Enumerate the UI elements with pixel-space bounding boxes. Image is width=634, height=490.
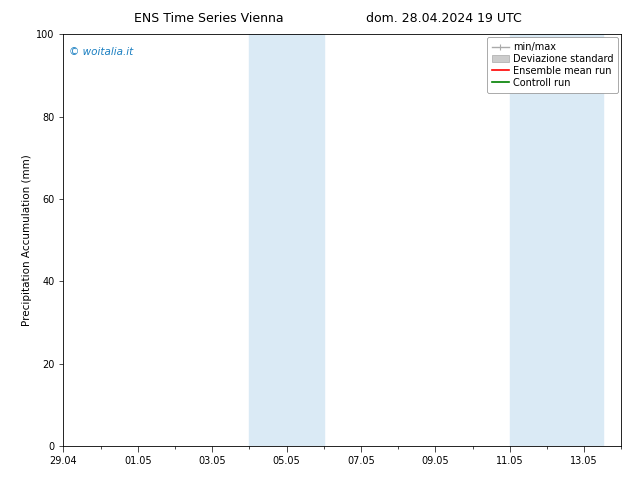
Bar	[510, 34, 603, 446]
Legend: min/max, Deviazione standard, Ensemble mean run, Controll run: min/max, Deviazione standard, Ensemble m…	[487, 37, 618, 93]
Text: ENS Time Series Vienna: ENS Time Series Vienna	[134, 12, 284, 25]
Bar	[249, 34, 324, 446]
Y-axis label: Precipitation Accumulation (mm): Precipitation Accumulation (mm)	[22, 154, 32, 326]
Text: © woitalia.it: © woitalia.it	[69, 47, 133, 57]
Text: dom. 28.04.2024 19 UTC: dom. 28.04.2024 19 UTC	[366, 12, 522, 25]
